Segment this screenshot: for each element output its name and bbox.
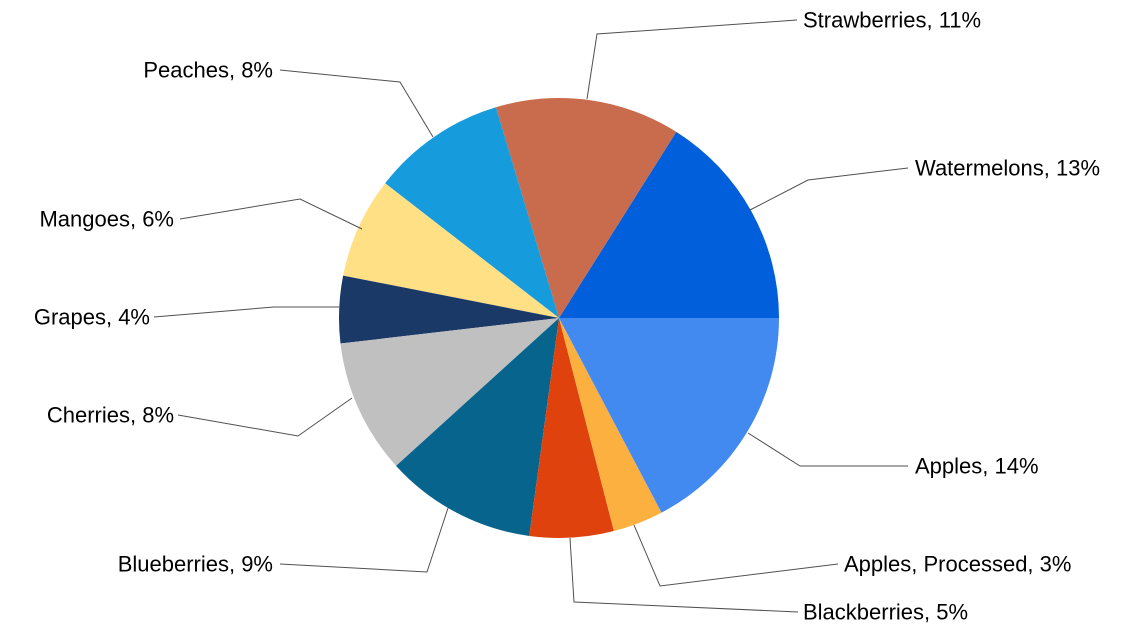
pie-slices	[338, 97, 779, 539]
slice-label-watermelons: Watermelons, 13%	[915, 156, 1100, 181]
slice-label-strawberries: Strawberries, 11%	[803, 8, 981, 33]
slice-label-apples: Apples, 14%	[915, 454, 1039, 479]
slice-label-apples-processed: Apples, Processed, 3%	[844, 552, 1071, 577]
pie-slice-cherries	[340, 318, 559, 466]
pie-slice-grapes	[338, 275, 559, 344]
pie-slice-strawberries	[495, 97, 677, 319]
pie-slice-blackberries	[529, 318, 614, 539]
slice-label-mangoes: Mangoes, 6%	[39, 207, 174, 232]
slice-label-cherries: Cherries, 8%	[47, 403, 174, 428]
leader-line-peaches	[279, 69, 434, 138]
leader-line-apples-processed	[633, 524, 839, 587]
leader-line-cherries	[177, 397, 353, 437]
leader-line-watermelons	[749, 167, 909, 211]
pie-slice-peaches	[385, 107, 559, 319]
leader-line-blackberries	[569, 537, 799, 613]
slice-label-grapes: Grapes, 4%	[34, 305, 150, 330]
leader-line-grapes	[153, 306, 339, 318]
leader-line-apples	[747, 432, 908, 467]
leader-line-strawberries	[586, 19, 798, 100]
slice-labels: Watermelons, 13% Strawberries, 11% Peaches…	[34, 8, 1100, 625]
leader-line-mangoes	[179, 198, 363, 230]
slice-label-peaches: Peaches, 8%	[143, 58, 273, 83]
slice-label-blackberries: Blackberries, 5%	[803, 600, 968, 625]
pie-slice-apples-processed	[559, 318, 662, 532]
slice-label-blueberries: Blueberries, 9%	[118, 552, 273, 577]
leader-lines	[153, 19, 909, 613]
pie-slice-mangoes	[343, 183, 559, 318]
pie-slice-watermelons	[559, 131, 779, 318]
leader-line-blueberries	[279, 507, 449, 573]
pie-slice-blueberries	[396, 318, 559, 536]
pie-slice-apples	[559, 318, 779, 513]
